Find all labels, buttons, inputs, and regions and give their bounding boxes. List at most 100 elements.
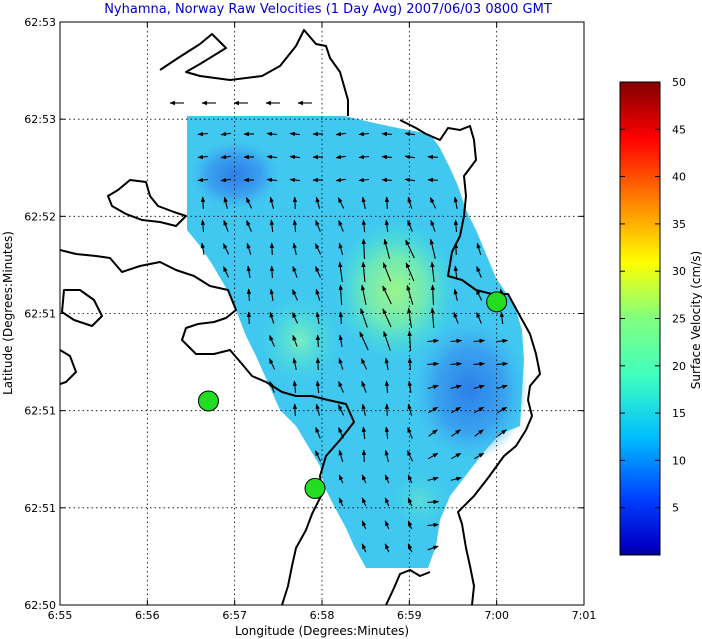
velocity-vector xyxy=(361,449,367,463)
velocity-vector xyxy=(269,380,275,393)
velocity-vector xyxy=(451,406,462,414)
velocity-vector xyxy=(338,426,344,439)
velocity-vector xyxy=(338,380,344,393)
velocity-vector xyxy=(292,334,298,347)
velocity-vector xyxy=(315,380,321,394)
colorbar-label: Surface Velocity (cm/s) xyxy=(689,251,702,389)
velocity-vector xyxy=(450,338,463,344)
velocity-vector xyxy=(269,196,275,209)
station-marker xyxy=(304,477,326,499)
velocity-vector xyxy=(361,543,367,553)
velocity-vector xyxy=(406,450,414,462)
velocity-vector xyxy=(427,452,439,460)
colorbar-tick-label: 25 xyxy=(672,313,686,326)
velocity-field xyxy=(187,116,528,568)
velocity-vector xyxy=(220,177,231,183)
velocity-vector xyxy=(222,243,230,255)
velocity-vector xyxy=(453,265,459,279)
velocity-vector xyxy=(361,474,367,484)
velocity-vector xyxy=(428,406,439,414)
y-tick-label: 62:52 xyxy=(24,210,56,223)
velocity-vector xyxy=(292,380,298,394)
velocity-vector xyxy=(269,219,275,233)
velocity-vector xyxy=(269,311,275,324)
velocity-vector xyxy=(289,131,301,137)
velocity-vector xyxy=(361,261,366,283)
velocity-vector xyxy=(361,497,367,507)
velocity-vector xyxy=(496,361,509,367)
velocity-vector xyxy=(429,238,436,259)
velocity-vector xyxy=(361,426,367,440)
velocity-vector xyxy=(384,403,390,417)
velocity-vector xyxy=(361,403,366,416)
x-tick-label: 6:57 xyxy=(222,609,247,622)
velocity-vector xyxy=(407,196,413,209)
velocity-vector xyxy=(335,131,346,137)
x-axis-label: Longitude (Degrees:Minutes) xyxy=(235,624,409,638)
velocity-vector xyxy=(407,426,413,439)
velocity-vector xyxy=(360,308,368,328)
velocity-vector xyxy=(335,177,346,183)
x-tick-label: 6:55 xyxy=(48,609,73,622)
velocity-vector xyxy=(427,384,439,390)
velocity-vector xyxy=(289,154,301,160)
velocity-vector xyxy=(499,311,505,325)
velocity-vector xyxy=(292,196,298,210)
velocity-vector xyxy=(407,330,412,352)
velocity-vector xyxy=(361,196,366,210)
coastline-south xyxy=(385,569,431,605)
velocity-vector xyxy=(381,131,393,137)
coastline-sw xyxy=(60,349,77,385)
velocity-vector xyxy=(384,196,390,210)
velocity-vector xyxy=(407,543,413,553)
velocity-vector xyxy=(381,177,393,183)
velocity-vector xyxy=(246,311,252,325)
velocity-vector xyxy=(360,358,368,370)
velocity-vector xyxy=(315,196,321,209)
velocity-vector xyxy=(476,265,482,278)
velocity-vector xyxy=(335,154,346,160)
velocity-vector xyxy=(453,196,458,210)
velocity-vector xyxy=(338,334,343,347)
velocity-vector xyxy=(223,266,229,278)
velocity-vector xyxy=(383,330,391,351)
velocity-vector xyxy=(338,474,344,484)
y-tick-label: 62:53 xyxy=(24,16,56,29)
velocity-vector xyxy=(404,177,415,183)
velocity-vector xyxy=(292,312,298,324)
speed-minimum-region-east xyxy=(412,320,528,460)
velocity-vector xyxy=(197,154,209,160)
velocity-vector xyxy=(476,242,482,255)
station-marker xyxy=(486,291,508,313)
y-tick-label: 62:51 xyxy=(24,308,56,321)
coastline-east xyxy=(399,119,541,605)
y-tick-label: 62:51 xyxy=(24,502,56,515)
grid-lines xyxy=(60,22,584,605)
velocity-vector xyxy=(360,284,367,305)
x-tick-label: 7:01 xyxy=(572,609,597,622)
velocity-vector xyxy=(406,284,414,305)
plot-contents xyxy=(60,22,584,605)
velocity-vector xyxy=(338,449,344,462)
velocity-vector xyxy=(453,242,459,256)
velocity-vector xyxy=(428,429,438,437)
velocity-vector xyxy=(223,196,228,209)
velocity-vector xyxy=(289,177,301,183)
velocity-vector xyxy=(453,219,459,233)
velocity-vector xyxy=(404,154,415,160)
velocity-vector xyxy=(220,131,231,137)
velocity-vector xyxy=(315,219,321,232)
velocity-vector xyxy=(450,476,462,481)
velocity-vector xyxy=(451,429,461,437)
colorbar-tick-label: 50 xyxy=(672,76,686,89)
velocity-vector xyxy=(384,219,390,233)
velocity-vector xyxy=(337,404,345,416)
station-marker xyxy=(197,390,219,412)
velocity-vector xyxy=(246,265,251,278)
velocity-vector xyxy=(269,334,275,347)
velocity-vector xyxy=(383,238,391,259)
velocity-vector xyxy=(430,219,436,232)
velocity-vector xyxy=(450,452,462,460)
velocity-vector xyxy=(384,543,390,553)
velocity-vector xyxy=(427,522,440,528)
